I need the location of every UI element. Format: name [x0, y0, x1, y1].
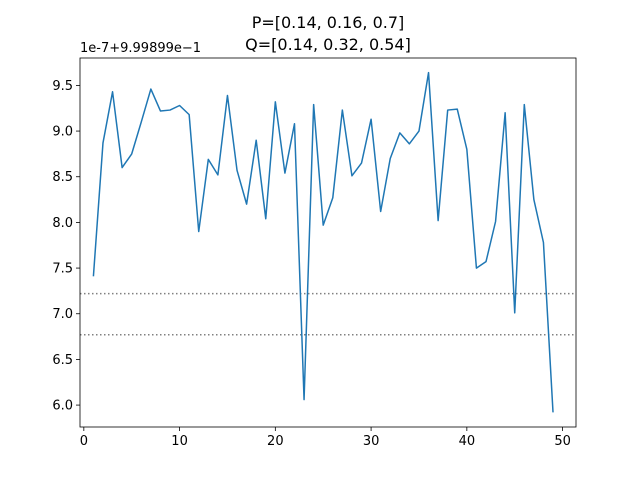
x-tick-label: 30: [363, 434, 380, 449]
reference-lines: [80, 292, 576, 336]
y-tick-label: 7.5: [52, 262, 73, 277]
plot-frame: [79, 57, 577, 428]
x-tick-label: 40: [459, 434, 476, 449]
y-tick-label: 8.5: [52, 170, 73, 185]
series-group: [92, 71, 554, 413]
x-tick-label: 20: [267, 434, 284, 449]
y-tick-label: 6.0: [52, 399, 73, 414]
y-offset-label: 1e-7+9.99899e−1: [80, 41, 201, 56]
y-tick-label: 6.5: [52, 353, 73, 368]
y-tick-label: 8.0: [52, 216, 73, 231]
axes: 0 10 20 30 40 50 6.0 6.5 7.0 7.5 8.0 8.5 9.0 9.5: [52, 57, 577, 449]
y-tick-label: 9.5: [52, 79, 73, 94]
series-line: [92, 71, 554, 413]
chart-title-line-1: P=[0.14, 0.16, 0.7]: [252, 13, 405, 32]
chart-title-line-2: Q=[0.14, 0.32, 0.54]: [245, 35, 411, 54]
y-tick-label: 9.0: [52, 125, 73, 140]
x-tick-label: 50: [554, 434, 571, 449]
x-tick-label: 10: [171, 434, 188, 449]
y-tick-label: 7.0: [52, 307, 73, 322]
x-tick-label: 0: [80, 434, 88, 449]
